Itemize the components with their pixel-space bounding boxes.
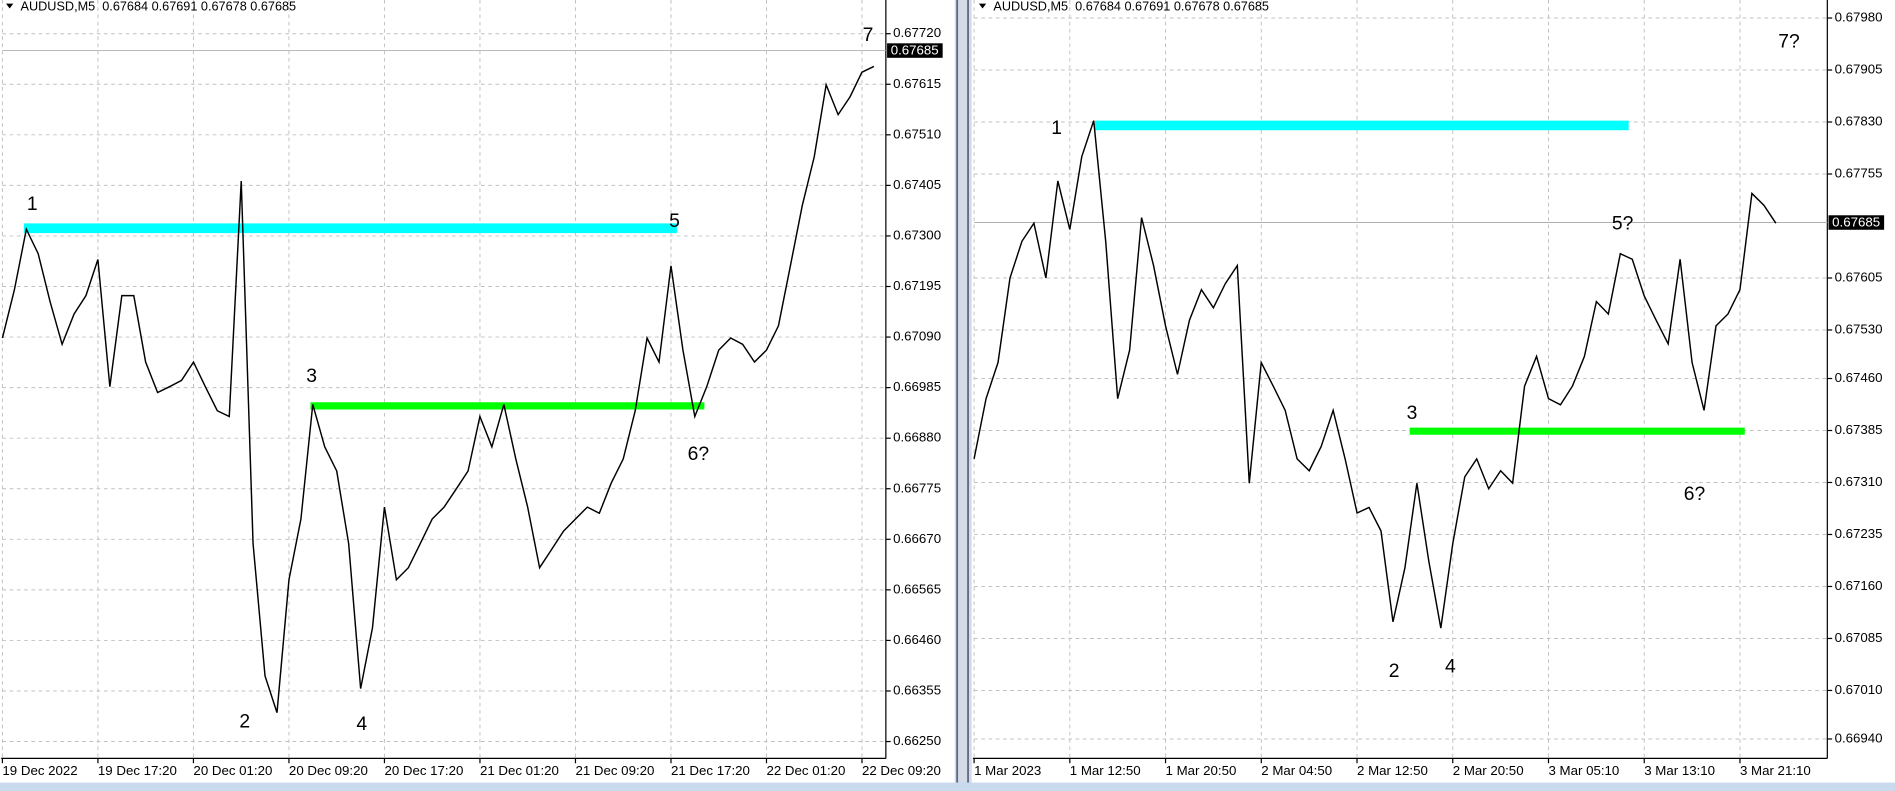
y-tick-label: 0.67385: [1835, 422, 1883, 437]
y-tick-label: 0.67905: [1835, 62, 1883, 77]
wave-label: 7?: [1778, 31, 1800, 52]
x-tick-label: 3 Mar 21:10: [1740, 763, 1811, 778]
price-line-series: [1, 65, 875, 713]
wave-label: 3: [1407, 403, 1418, 424]
x-tick-label: 22 Dec 01:20: [766, 763, 845, 778]
price-line-series: [973, 120, 1777, 629]
y-tick-label: 0.67310: [1835, 474, 1883, 489]
menu-arrow: [6, 3, 14, 9]
wave-label: 2: [1389, 661, 1400, 682]
y-tick-label: 0.66775: [893, 480, 941, 495]
price-tag-label: 0.67685: [1832, 215, 1880, 230]
x-tick-label: 21 Dec 01:20: [480, 763, 559, 778]
wave-label: 2: [239, 711, 250, 732]
wave-label: 6?: [688, 444, 710, 465]
wave-label: 6?: [1684, 484, 1706, 505]
x-tick-label: 22 Dec 09:20: [862, 763, 941, 778]
y-tick-label: 0.66670: [893, 531, 941, 546]
symbol-header: AUDUSD,M5 0.67684 0.67691 0.67678 0.6768…: [993, 0, 1269, 14]
wave-label: 5: [669, 211, 680, 232]
price-tag: [1828, 215, 1885, 230]
y-tick-label: 0.67085: [1835, 630, 1883, 645]
y-tick-label: 0.67510: [893, 126, 941, 141]
y-tick-label: 0.66565: [893, 581, 941, 596]
y-tick-label: 0.66985: [893, 379, 941, 394]
y-tick-label: 0.67010: [1835, 682, 1883, 697]
price-tag: [887, 43, 943, 58]
y-tick-label: 0.66250: [893, 733, 941, 748]
wave-label: 1: [1051, 118, 1062, 139]
wave-label: 1: [27, 194, 38, 215]
y-tick-label: 0.67980: [1835, 10, 1883, 25]
x-tick-label: 1 Mar 20:50: [1166, 763, 1237, 778]
y-tick-label: 0.67755: [1835, 166, 1883, 181]
x-tick-label: 1 Mar 12:50: [1070, 763, 1141, 778]
menu-arrow: [978, 3, 987, 9]
wave-label: 4: [1445, 657, 1456, 678]
y-tick-label: 0.66940: [1835, 731, 1883, 746]
x-tick-label: 2 Mar 20:50: [1453, 763, 1524, 778]
y-tick-label: 0.67160: [1835, 578, 1883, 593]
wave-label: 7: [863, 25, 874, 46]
x-tick-label: 2 Mar 04:50: [1261, 763, 1332, 778]
y-tick-label: 0.67605: [1835, 270, 1883, 285]
y-tick-label: 0.67090: [893, 329, 941, 344]
y-tick-label: 0.67195: [893, 278, 941, 293]
x-tick-label: 1 Mar 2023: [974, 763, 1041, 778]
wave-label: 3: [306, 366, 317, 387]
y-tick-label: 0.67720: [893, 25, 941, 40]
symbol-header: AUDUSD,M5 0.67684 0.67691 0.67678 0.6768…: [21, 0, 297, 14]
price-tag-label: 0.67685: [891, 43, 939, 58]
y-tick-label: 0.67405: [893, 177, 941, 192]
y-tick-label: 0.67235: [1835, 526, 1883, 541]
y-tick-label: 0.67615: [893, 76, 941, 91]
y-tick-label: 0.66460: [893, 632, 941, 647]
wave-label: 4: [356, 714, 367, 735]
x-tick-label: 3 Mar 13:10: [1644, 763, 1715, 778]
y-tick-label: 0.67460: [1835, 370, 1883, 385]
x-tick-label: 2 Mar 12:50: [1357, 763, 1428, 778]
y-tick-label: 0.67530: [1835, 321, 1883, 336]
y-tick-label: 0.67830: [1835, 114, 1883, 129]
x-tick-label: 21 Dec 09:20: [575, 763, 654, 778]
x-tick-label: 19 Dec 2022: [2, 763, 77, 778]
y-tick-label: 0.67300: [893, 227, 941, 242]
x-tick-label: 20 Dec 09:20: [289, 763, 368, 778]
x-tick-label: 20 Dec 17:20: [384, 763, 463, 778]
wave-label: 5?: [1612, 214, 1634, 235]
x-tick-label: 20 Dec 01:20: [193, 763, 272, 778]
x-tick-label: 19 Dec 17:20: [98, 763, 177, 778]
x-tick-label: 3 Mar 05:10: [1548, 763, 1619, 778]
status-strip: [0, 782, 1895, 791]
y-tick-label: 0.66355: [893, 683, 941, 698]
y-tick-label: 0.66880: [893, 430, 941, 445]
x-tick-label: 21 Dec 17:20: [671, 763, 750, 778]
